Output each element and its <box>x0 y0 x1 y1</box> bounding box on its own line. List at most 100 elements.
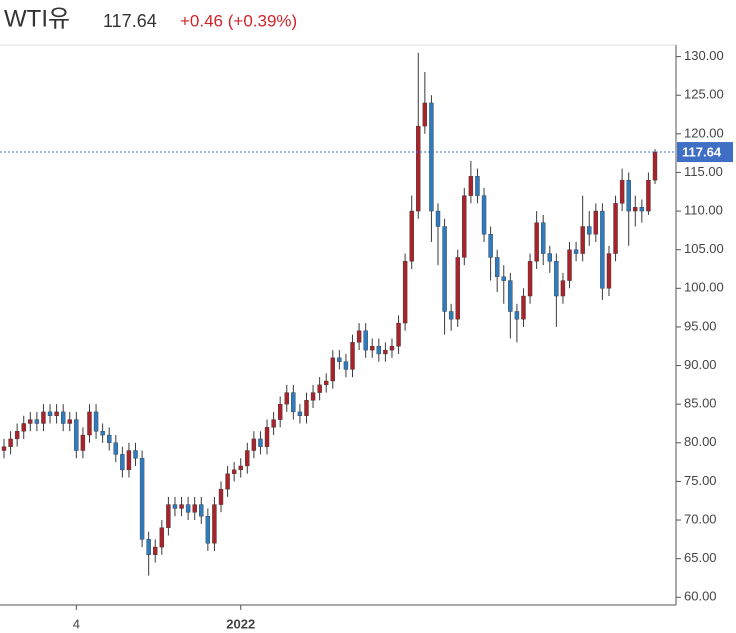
candle-body <box>330 357 335 382</box>
candle-body <box>192 504 197 513</box>
chart-title: WTI유 <box>4 5 70 32</box>
candle-body <box>396 322 401 347</box>
candle-body <box>501 276 506 281</box>
candle-body <box>28 419 33 424</box>
candle-body <box>376 346 382 355</box>
candle-body <box>488 234 493 258</box>
candle-body <box>508 280 513 312</box>
x-tick-label: 4 <box>73 616 80 631</box>
candle-body <box>199 504 204 517</box>
candle-body <box>34 419 40 424</box>
last-price: 117.64 <box>103 11 157 31</box>
candle-body <box>527 261 533 297</box>
candle-body <box>60 411 66 424</box>
candle-body <box>310 392 316 401</box>
price-change: +0.46 (+0.39%) <box>180 11 297 30</box>
candle-body <box>370 346 375 351</box>
candle-body <box>475 176 480 196</box>
candle-body <box>245 450 250 467</box>
price-tag <box>677 142 733 163</box>
candle-body <box>166 504 171 528</box>
candle-body <box>304 400 309 416</box>
candle-body <box>560 280 566 297</box>
candle-body <box>284 392 289 405</box>
candle-body <box>271 419 276 428</box>
candle-body <box>639 207 645 212</box>
candle-body <box>277 403 283 420</box>
candle-body <box>21 423 26 432</box>
candle-body <box>100 431 105 436</box>
candle-body <box>402 261 408 324</box>
y-tick-label: 120.00 <box>684 125 724 140</box>
candle-body <box>350 342 355 370</box>
candle-body <box>619 179 625 204</box>
x-tick-label: 2022 <box>226 616 255 631</box>
candle-body <box>547 253 552 262</box>
candle-body <box>363 330 368 351</box>
candle-body <box>159 527 165 548</box>
candle-body <box>218 488 224 505</box>
candle-body <box>613 203 618 254</box>
candle-body <box>231 469 237 474</box>
candle-body <box>87 411 92 436</box>
y-tick-label: 130.00 <box>684 48 724 63</box>
candle-body <box>593 210 599 235</box>
candle-body <box>541 222 546 254</box>
candle-body <box>606 253 612 289</box>
candle-body <box>573 249 579 254</box>
candle-body <box>448 311 454 320</box>
y-tick-label: 70.00 <box>684 511 717 526</box>
y-tick-label: 80.00 <box>684 434 717 449</box>
candle-body <box>74 419 79 451</box>
candle-body <box>337 357 342 362</box>
candle-body <box>172 504 178 509</box>
candle-body <box>41 411 46 424</box>
candle-body <box>212 504 217 544</box>
candle-body <box>462 195 467 258</box>
candle-body <box>317 384 322 393</box>
candle-body <box>264 427 270 447</box>
y-tick-label: 85.00 <box>684 396 717 411</box>
candle-body <box>120 454 125 471</box>
candle-body <box>646 179 651 212</box>
y-tick-label: 65.00 <box>684 550 717 565</box>
candle-body <box>626 179 631 212</box>
candle-body <box>225 473 230 490</box>
candle-body <box>521 295 526 320</box>
candle-body <box>494 257 500 277</box>
candle-body <box>422 102 428 127</box>
candle-body <box>185 504 191 513</box>
candle-body <box>179 504 184 509</box>
candle-body <box>238 465 243 471</box>
candle-body <box>146 539 151 555</box>
y-tick-label: 95.00 <box>684 318 717 333</box>
candle-body <box>297 411 303 416</box>
price-tag-label: 117.64 <box>682 144 722 159</box>
candle-body <box>113 442 118 455</box>
y-tick-label: 115.00 <box>684 164 723 179</box>
candle-body <box>587 226 592 235</box>
candle-body <box>80 434 86 451</box>
candle-body <box>126 450 132 471</box>
candle-body <box>554 261 559 297</box>
candle-body <box>409 210 414 262</box>
candle-body <box>481 195 487 235</box>
candle-body <box>47 411 53 416</box>
candle-body <box>383 349 388 355</box>
candle-body <box>54 411 59 416</box>
candle-body <box>251 438 257 451</box>
y-tick-label: 100.00 <box>684 280 724 295</box>
candle-body <box>107 434 112 443</box>
candle-body <box>652 151 658 181</box>
candle-body <box>93 411 99 432</box>
y-tick-label: 75.00 <box>684 473 717 488</box>
candle-body <box>416 125 421 212</box>
candle-body <box>133 450 138 459</box>
candle-body <box>389 346 395 351</box>
candle-body <box>8 438 13 447</box>
candle-body <box>258 438 263 447</box>
y-tick-label: 60.00 <box>684 589 717 604</box>
candle-body <box>468 176 474 196</box>
